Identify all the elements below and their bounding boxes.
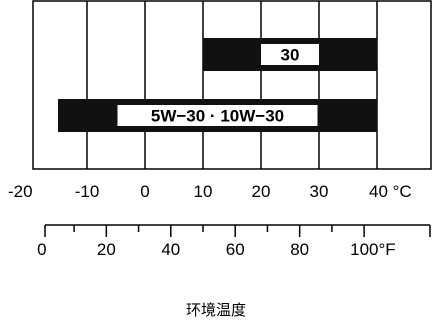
fahrenheit-tick-label: 20: [97, 240, 116, 259]
grid-lines: [86, 1, 378, 169]
celsius-tick-label: 30: [310, 182, 329, 201]
celsius-tick-label: -20: [8, 182, 33, 201]
fahrenheit-tick-label: 0: [37, 240, 46, 259]
celsius-tick-label: 20: [252, 182, 271, 201]
fahrenheit-axis: 0 20 40 60 80 100°F: [37, 224, 431, 259]
fahrenheit-tick-label: 60: [226, 240, 245, 259]
band-label-box: [117, 105, 318, 126]
oil-bands: 30 5W−30 · 10W−30: [58, 38, 377, 132]
celsius-tick-label: -10: [75, 182, 100, 201]
fahrenheit-tick-label: 40: [161, 240, 180, 259]
band-label: 30: [281, 46, 300, 65]
celsius-tick-label: 40 °C: [369, 182, 412, 201]
fahrenheit-tick-label: 80: [290, 240, 309, 259]
celsius-tick-label: 0: [140, 182, 149, 201]
x-axis-title: 环境温度: [186, 301, 246, 319]
band-label: 5W−30 · 10W−30: [151, 107, 284, 126]
celsius-tick-label: 10: [194, 182, 213, 201]
fahrenheit-tick-label: 100°F: [350, 240, 396, 259]
celsius-axis: -20 -10 0 10 20 30 40 °C: [8, 182, 412, 201]
plot-frame: [32, 0, 432, 170]
band-label-box: [261, 44, 319, 65]
